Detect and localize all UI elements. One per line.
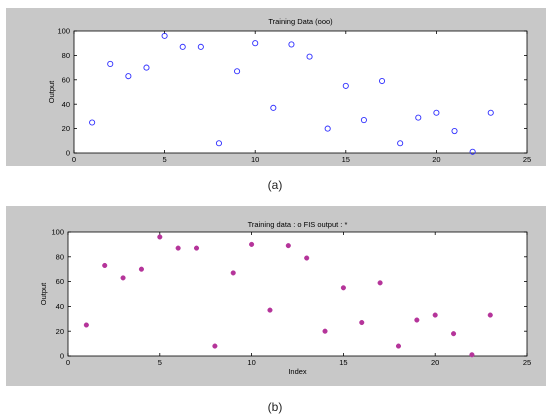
x-tick-label: 15 <box>339 358 347 367</box>
data-point <box>342 82 349 89</box>
data-point <box>89 119 96 126</box>
x-tick-label: 10 <box>247 358 255 367</box>
data-point <box>267 307 273 313</box>
data-point <box>288 41 295 48</box>
y-axis-label: Output <box>47 80 56 103</box>
data-point <box>451 331 457 337</box>
x-tick-label: 15 <box>342 155 350 164</box>
data-point <box>179 43 186 50</box>
data-point <box>469 148 476 155</box>
data-point <box>397 140 404 147</box>
caption-b: (b) <box>267 400 283 414</box>
plot-area <box>73 30 528 154</box>
data-point <box>230 270 236 276</box>
y-tick-label: 0 <box>60 352 64 361</box>
data-point <box>377 280 383 286</box>
y-tick-label: 40 <box>56 302 64 311</box>
data-point <box>433 109 440 116</box>
data-point <box>270 104 277 111</box>
y-tick-label: 80 <box>56 252 64 261</box>
data-point <box>415 114 422 121</box>
y-tick-label: 20 <box>62 124 70 133</box>
chart-title: Training data : o FIS output : * <box>248 220 348 229</box>
data-point <box>197 43 204 50</box>
data-point <box>487 109 494 116</box>
data-point <box>252 40 259 47</box>
x-axis-label: Index <box>288 367 307 376</box>
x-tick-label: 20 <box>431 358 439 367</box>
data-point <box>234 68 241 75</box>
data-point <box>378 77 386 85</box>
data-point <box>469 352 475 358</box>
data-point <box>249 241 255 247</box>
y-tick-label: 60 <box>56 277 64 286</box>
x-tick-label: 25 <box>523 358 531 367</box>
x-tick-label: 25 <box>523 155 531 164</box>
y-tick-label: 80 <box>62 51 70 60</box>
data-point <box>487 312 493 318</box>
data-point <box>120 275 126 281</box>
data-point <box>138 266 144 272</box>
y-tick-label: 100 <box>51 228 64 237</box>
data-point <box>161 32 168 39</box>
data-point <box>157 234 163 240</box>
plot-area <box>67 231 528 357</box>
data-point <box>175 245 181 251</box>
data-point <box>414 317 420 323</box>
x-tick-label: 20 <box>432 155 440 164</box>
data-point <box>107 60 114 67</box>
data-point <box>322 328 328 334</box>
data-point <box>360 117 367 124</box>
data-point <box>324 125 331 132</box>
y-tick-label: 0 <box>66 149 70 158</box>
caption-a: (a) <box>267 178 283 192</box>
y-tick-label: 60 <box>62 75 70 84</box>
data-point <box>306 53 313 60</box>
data-point <box>285 243 291 249</box>
x-tick-label: 5 <box>163 155 167 164</box>
data-point <box>304 255 310 261</box>
y-tick-label: 20 <box>56 327 64 336</box>
x-tick-label: 0 <box>66 358 70 367</box>
data-point <box>193 245 200 251</box>
data-point <box>125 73 132 80</box>
x-tick-label: 10 <box>251 155 259 164</box>
data-point <box>215 140 223 147</box>
y-axis-label: Output <box>39 282 48 305</box>
data-point <box>395 343 402 349</box>
y-tick-label: 100 <box>57 27 70 36</box>
x-tick-label: 5 <box>158 358 162 367</box>
data-point <box>432 312 438 318</box>
data-point <box>83 322 89 328</box>
x-tick-label: 0 <box>72 155 76 164</box>
data-point <box>451 127 458 135</box>
data-point <box>340 285 346 291</box>
data-point <box>359 319 365 326</box>
data-point <box>212 343 218 349</box>
data-point <box>102 262 108 269</box>
data-point <box>143 64 150 71</box>
y-tick-label: 40 <box>62 100 70 109</box>
chart-title: Training Data (ooo) <box>268 17 333 26</box>
